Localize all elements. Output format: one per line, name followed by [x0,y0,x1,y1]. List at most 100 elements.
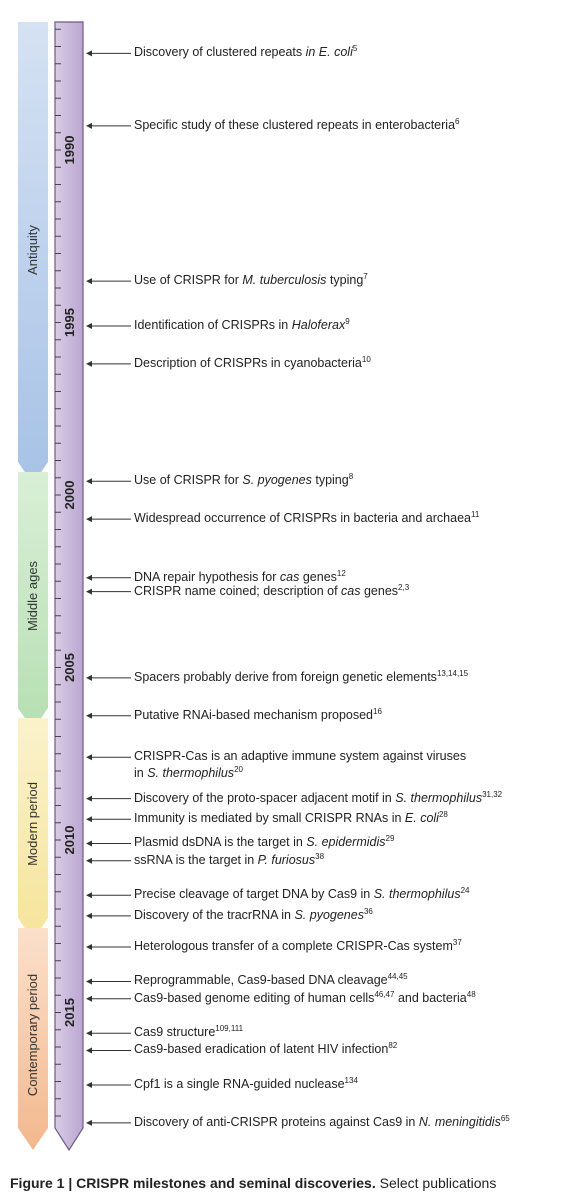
reference-number: 6 [455,116,460,126]
event-text: S. epidermidis [306,835,386,850]
event-text: Identification of CRISPRs in [134,317,292,332]
event-text: Widespread occurrence of CRISPRs in bact… [134,511,471,526]
event-label: Specific study of these clustered repeat… [134,116,460,133]
event-arrowhead [86,1047,92,1054]
event-text: cas [341,583,361,598]
event-text: CRISPR-Cas is an adaptive immune system … [134,749,467,764]
event-text: ssRNA is the target in [134,852,258,867]
event-label: DNA repair hypothesis for cas genes12 [134,568,346,585]
event-arrowhead [86,1119,92,1126]
figure-caption: Figure 1 | CRISPR milestones and seminal… [10,1175,496,1191]
caption-text: Select publications [375,1175,497,1191]
event-text: in E. coli [305,45,353,60]
event-arrowhead [86,840,92,847]
event-arrowhead [86,795,92,802]
period-label: Antiquity [25,225,40,275]
event-label: Cas9-based eradication of latent HIV inf… [134,1042,397,1057]
event-label: ssRNA is the target in P. furiosus38 [134,851,325,868]
event-text: genes [299,569,337,584]
reference-number: 82 [388,1041,398,1051]
event-label: CRISPR name coined; description of cas g… [134,582,410,599]
event-text: S. pyogenes [294,907,364,922]
event-arrowhead [86,978,92,985]
reference-number: 134 [344,1075,358,1085]
event-arrowhead [86,892,92,899]
event-text: Putative RNAi-based mechanism proposed [134,707,374,722]
reference-number: 46,47 [374,989,395,999]
reference-number: 7 [363,271,368,281]
event-text: genes [360,583,399,598]
reference-number: 2,3 [398,582,410,592]
event-text: S. pyogenes [242,473,312,488]
event-arrowhead [86,857,92,864]
event-text: S. thermophilus [395,790,483,805]
year-label: 2005 [62,653,77,682]
event-label: Reprogrammable, Cas9-based DNA cleavage4… [134,973,408,988]
year-label: 2010 [62,826,77,855]
event-arrowhead [86,278,92,285]
event-label: Discovery of the proto-spacer adjacent m… [134,790,502,806]
period-label: Contemporary period [25,974,40,1096]
reference-number: 28 [438,810,448,820]
event-label: Putative RNAi-based mechanism proposed16 [134,706,382,723]
event-text: Use of CRISPR for [134,473,243,488]
event-label: Spacers probably derive from foreign gen… [134,669,468,685]
event-connectors [86,50,131,1126]
event-label: Identification of CRISPRs in Haloferax9 [134,316,350,333]
event-label: Description of CRISPRs in cyanobacteria1… [134,354,371,371]
reference-number: 10 [361,354,371,364]
reference-number: 8 [348,472,354,482]
event-text: in [134,766,148,781]
event-arrowhead [86,816,92,823]
event-arrowhead [86,674,92,681]
event-arrowhead [86,995,92,1002]
event-arrowhead [86,574,92,581]
event-text: Haloferax [291,317,346,332]
event-text: S. thermophilus [147,766,235,781]
event-text: Plasmid dsDNA is the target in [134,835,307,850]
timeline-bar [54,21,84,1152]
event-label: Immunity is mediated by small CRISPR RNA… [134,811,448,826]
event-arrowhead [86,50,92,57]
event-text: and bacteria [394,990,467,1005]
timeline-ticks [55,28,61,1117]
period-arrow-antiquity [18,22,48,484]
event-label: Use of CRISPR for M. tuberculosis typing… [134,271,368,288]
event-label: Discovery of clustered repeats in E. col… [134,45,357,60]
event-text: Heterologous transfer of a complete CRIS… [134,938,453,953]
reference-number: 109,111 [215,1024,244,1034]
reference-number: 29 [385,834,395,844]
year-label: 1990 [62,136,77,165]
reference-number: 37 [452,937,462,947]
reference-number: 12 [336,568,346,578]
year-label: 1995 [62,308,77,337]
timeline-diagram: Antiquity Middle ages Modern period Cont… [18,21,131,1152]
caption-title: Figure 1 | CRISPR milestones and seminal… [10,1175,376,1191]
event-text: Cas9-based genome editing of human cells [134,990,375,1005]
event-text: Immunity is mediated by small CRISPR RNA… [134,811,405,826]
event-label: Use of CRISPR for S. pyogenes typing8 [134,473,353,488]
event-label: Cas9-based genome editing of human cells… [134,989,476,1006]
event-text: Precise cleavage of target DNA by Cas9 i… [134,887,374,902]
event-label: Heterologous transfer of a complete CRIS… [134,937,462,954]
reference-number: 16 [373,706,382,716]
event-text: M. tuberculosis [242,273,327,288]
event-text: Cas9 structure [134,1025,216,1040]
reference-number: 11 [470,509,480,519]
event-text: Use of CRISPR for [134,273,243,288]
event-text: Discovery of anti-CRISPR proteins agains… [134,1114,419,1129]
reference-number: 20 [234,765,243,775]
event-label: in S. thermophilus20 [134,766,243,781]
event-label: Cpf1 is a single RNA-guided nuclease134 [134,1075,358,1092]
event-arrowhead [86,322,92,329]
reference-number: 38 [315,851,325,861]
period-arrow-middle-ages [18,472,48,730]
period-arrow-contemporary [18,928,48,1150]
year-label: 2015 [62,998,77,1027]
reference-number: 9 [345,316,350,326]
event-label: Cas9 structure109,111 [134,1025,243,1040]
event-text: P. furiosus [257,852,316,867]
event-label: Discovery of anti-CRISPR proteins agains… [134,1114,510,1130]
event-label: Precise cleavage of target DNA by Cas9 i… [134,887,469,902]
